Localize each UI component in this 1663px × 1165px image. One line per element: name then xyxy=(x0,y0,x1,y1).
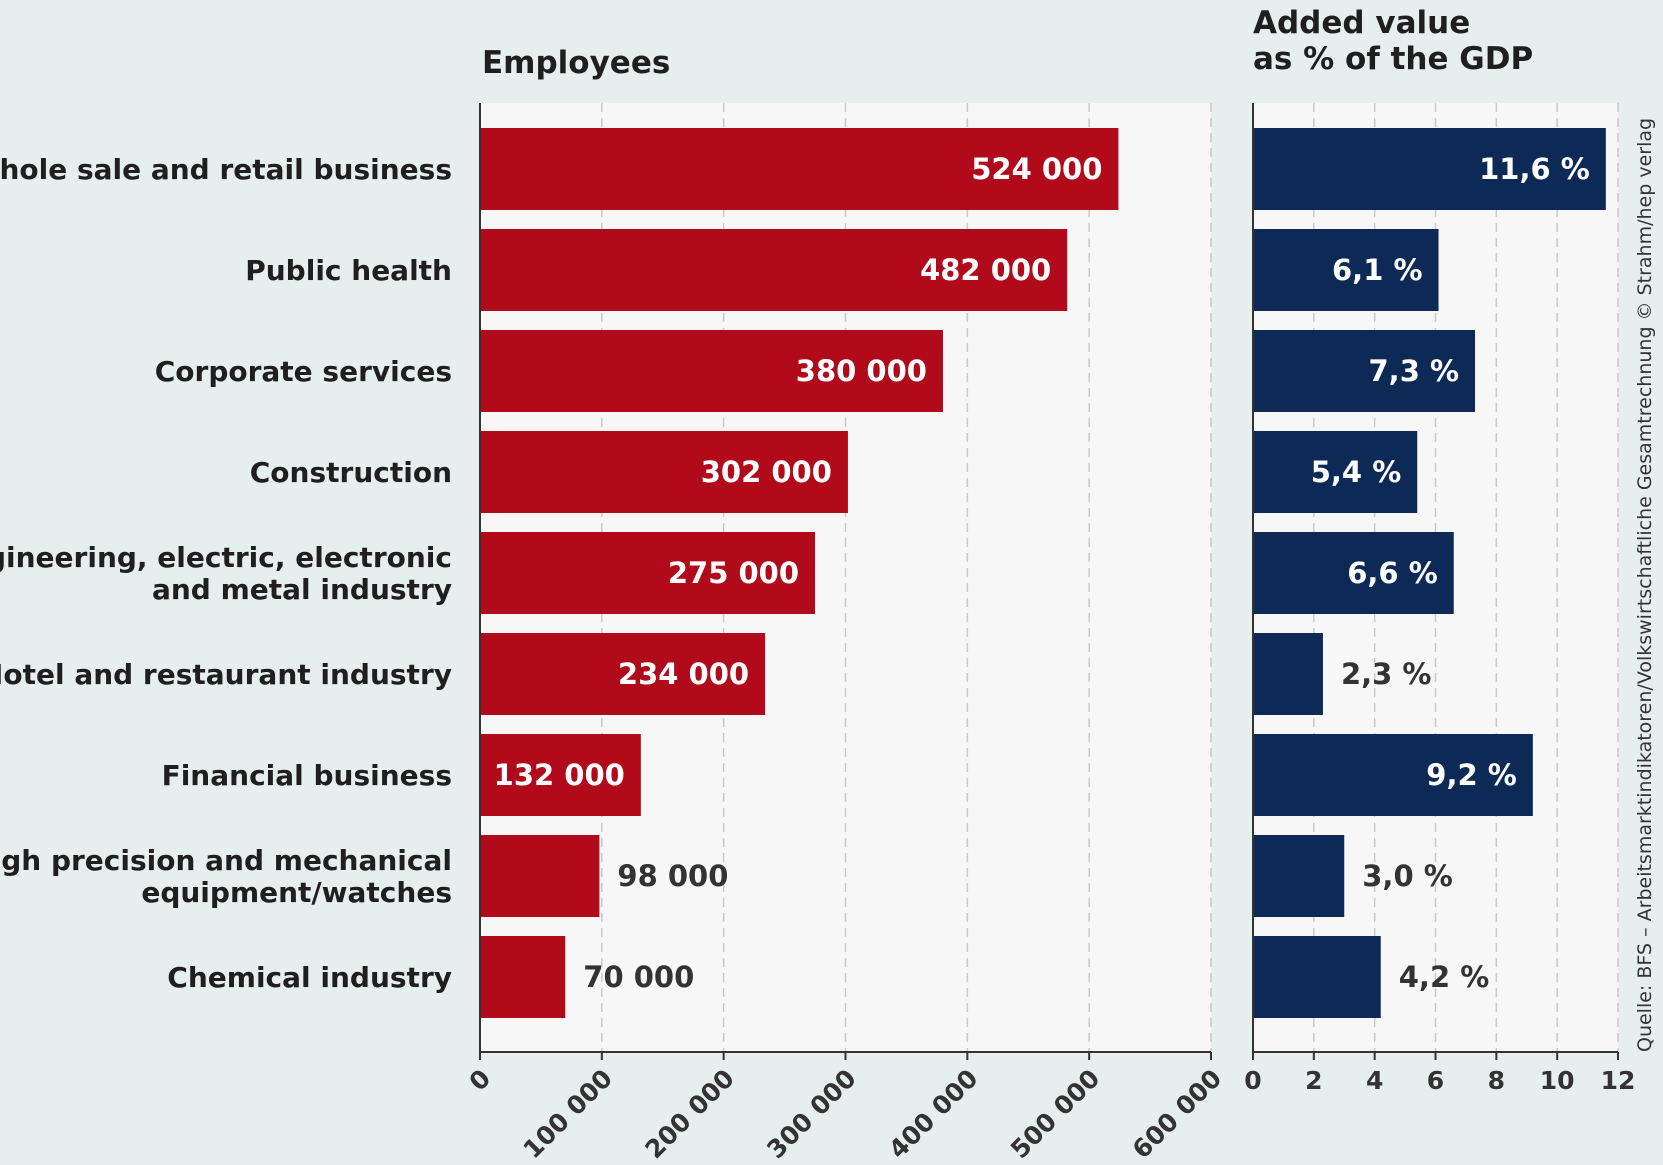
employees-value-label: 380 000 xyxy=(796,354,927,388)
gdp-bar xyxy=(1253,734,1533,816)
employees-bar xyxy=(480,330,943,412)
gdp-bar xyxy=(1253,128,1606,210)
gdp-tick-label: 0 xyxy=(1244,1066,1261,1095)
category-label: Hotel and restaurant industry xyxy=(0,658,452,691)
gdp-bar xyxy=(1253,431,1418,513)
gdp-bar xyxy=(1253,532,1454,614)
gdp-value-label: 6,6 % xyxy=(1347,556,1438,590)
employees-bar xyxy=(480,431,848,513)
gdp-value-label: 7,3 % xyxy=(1369,354,1460,388)
employees-bar xyxy=(480,532,816,614)
gdp-value-label: 9,2 % xyxy=(1426,758,1517,792)
gdp-tick-label: 4 xyxy=(1366,1066,1383,1095)
gdp-value-label: 6,1 % xyxy=(1332,253,1423,287)
employees-value-label: 524 000 xyxy=(971,152,1102,186)
gdp-value-label: 3,0 % xyxy=(1362,859,1453,893)
category-label: Chemical industry xyxy=(167,961,452,994)
employees-bar xyxy=(480,936,566,1018)
category-label: Whole sale and retail business xyxy=(0,153,452,186)
source-note: Quelle: BFS – Arbeitsmarktindikatoren/Vo… xyxy=(1634,118,1656,1052)
employees-value-label: 302 000 xyxy=(701,455,832,489)
employees-value-label: 234 000 xyxy=(618,657,749,691)
gdp-title: as % of the GDP xyxy=(1253,41,1533,77)
employees-bar xyxy=(480,734,641,816)
gdp-value-label: 11,6 % xyxy=(1479,152,1590,186)
employees-bar xyxy=(480,633,766,715)
gdp-tick-label: 2 xyxy=(1305,1066,1322,1095)
gdp-bar xyxy=(1253,936,1381,1018)
gdp-tick-label: 8 xyxy=(1488,1066,1505,1095)
employees-bar xyxy=(480,128,1119,210)
category-label: Construction xyxy=(250,456,452,489)
employees-value-label: 275 000 xyxy=(668,556,799,590)
category-labels: Whole sale and retail business Public hea… xyxy=(0,153,452,994)
gdp-title: Added value xyxy=(1253,5,1470,41)
employees-panel: 524 000 482 000 380 000 302 000 275 000 234 0… xyxy=(463,45,1227,1164)
gdp-value-label: 4,2 % xyxy=(1399,960,1490,994)
gdp-tick-label: 10 xyxy=(1540,1066,1575,1095)
gdp-tick-label: 12 xyxy=(1601,1066,1636,1095)
employees-bar xyxy=(480,229,1068,311)
gdp-bar xyxy=(1253,229,1439,311)
category-label: Financial business xyxy=(162,759,452,792)
gdp-bar xyxy=(1253,330,1476,412)
employees-value-label: 132 000 xyxy=(494,758,625,792)
category-label: and metal industry xyxy=(152,573,452,606)
gdp-value-label: 2,3 % xyxy=(1341,657,1432,691)
category-label: High precision and mechanical xyxy=(0,844,452,877)
category-label: Corporate services xyxy=(155,355,452,388)
employees-value-label: 482 000 xyxy=(920,253,1051,287)
category-label: equipment/watches xyxy=(141,876,452,909)
employees-title: Employees xyxy=(482,45,670,81)
category-label: Public health xyxy=(245,254,452,287)
category-label: Engineering, electric, electronic xyxy=(0,541,452,574)
gdp-bar xyxy=(1253,835,1345,917)
gdp-value-label: 5,4 % xyxy=(1311,455,1402,489)
employees-bar xyxy=(480,835,600,917)
gdp-bar xyxy=(1253,633,1323,715)
employees-value-label: 70 000 xyxy=(583,960,694,994)
gdp-tick-label: 6 xyxy=(1427,1066,1444,1095)
employees-value-label: 98 000 xyxy=(617,859,728,893)
gdp-panel: 11,6 % 6,1 % 7,3 % 5,4 % 6,6 % 2,3 % 9,2 % 3,0 … xyxy=(1244,5,1635,1095)
